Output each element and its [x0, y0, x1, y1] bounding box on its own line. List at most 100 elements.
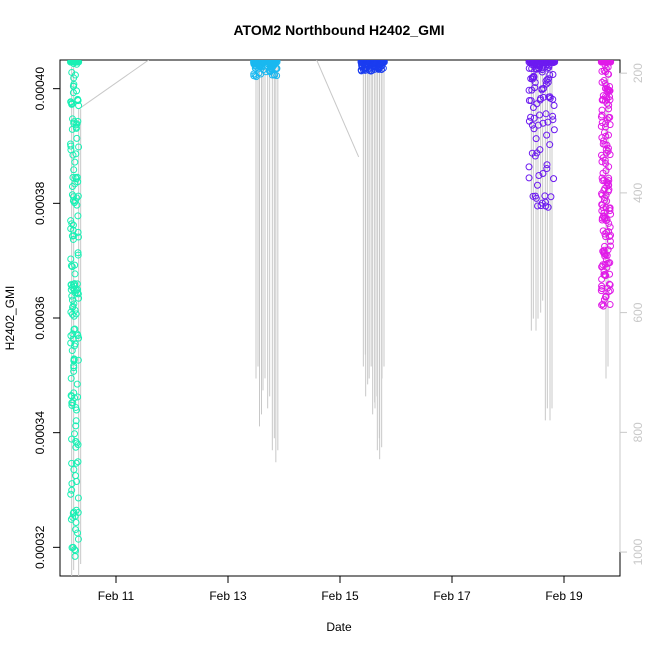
data-point	[606, 270, 614, 278]
data-point	[606, 223, 614, 231]
y-tick-label: 0.00040	[33, 67, 47, 111]
data-point	[69, 302, 77, 310]
data-point	[600, 209, 608, 217]
secondary-y-tick-label: 1000	[631, 538, 645, 565]
data-point	[606, 259, 614, 267]
data-point	[532, 135, 540, 143]
data-point	[73, 134, 81, 142]
data-point	[72, 459, 80, 467]
depth-transit-line	[78, 60, 149, 110]
data-point	[598, 111, 606, 119]
data-point	[73, 439, 81, 447]
data-point	[549, 112, 557, 120]
data-point	[536, 96, 544, 104]
data-point	[604, 181, 612, 189]
data-point	[69, 226, 77, 234]
data-point	[542, 198, 550, 206]
data-point	[602, 146, 610, 154]
data-point	[598, 262, 606, 270]
secondary-y-tick-label: 800	[631, 422, 645, 442]
data-point	[539, 119, 547, 127]
secondary-y-tick-label: 600	[631, 302, 645, 322]
data-point	[70, 166, 78, 174]
data-point	[74, 95, 82, 103]
y-tick-label: 0.00038	[33, 181, 47, 225]
data-point	[527, 113, 535, 121]
y-tick-label: 0.00032	[33, 525, 47, 569]
data-point	[262, 68, 270, 76]
data-point	[603, 251, 611, 259]
data-point	[252, 71, 260, 79]
data-point	[72, 150, 80, 158]
data-point	[74, 290, 82, 298]
data-point	[544, 118, 552, 126]
x-tick-label: Feb 17	[433, 589, 471, 603]
data-point	[68, 347, 76, 355]
data-point	[599, 169, 607, 177]
x-axis: Feb 11 Feb 13 Feb 15 Feb 17 Feb 19	[98, 576, 583, 603]
data-point	[546, 93, 554, 101]
data-point	[67, 255, 75, 263]
data-point	[607, 242, 615, 250]
data-point	[530, 125, 538, 133]
data-point	[375, 65, 383, 73]
data-point	[599, 302, 607, 310]
data-point	[71, 325, 79, 333]
data-point	[74, 286, 82, 294]
data-point	[598, 201, 606, 209]
data-point	[528, 86, 536, 94]
secondary-y-tick-label: 200	[631, 63, 645, 83]
data-point	[546, 141, 554, 149]
data-point	[75, 294, 83, 302]
data-point	[535, 171, 543, 179]
depth-transit-line	[316, 60, 360, 158]
data-point	[598, 301, 606, 309]
data-point	[71, 180, 79, 188]
data-point	[74, 458, 82, 466]
data-point	[71, 158, 79, 166]
data-point	[547, 193, 555, 201]
data-point	[70, 74, 78, 82]
data-point	[74, 249, 82, 257]
data-point	[72, 310, 80, 318]
data-point	[533, 181, 541, 189]
data-point	[525, 86, 533, 94]
data-point	[68, 100, 76, 108]
data-point	[71, 552, 79, 560]
data-point	[69, 174, 77, 182]
data-point	[598, 282, 606, 290]
data-point	[67, 217, 75, 225]
data-point	[543, 165, 551, 173]
data-point	[539, 170, 547, 178]
data-point	[73, 87, 81, 95]
data-point	[598, 96, 606, 104]
data-point	[71, 547, 79, 555]
data-point	[69, 193, 77, 201]
data-points-layer	[67, 60, 615, 560]
data-point	[67, 140, 75, 148]
data-point	[72, 173, 80, 181]
data-point	[73, 406, 81, 414]
data-point	[549, 71, 557, 79]
data-point	[550, 101, 558, 109]
data-point	[604, 147, 612, 155]
data-point	[606, 237, 614, 245]
data-point	[598, 158, 606, 166]
data-point	[530, 114, 538, 122]
data-point	[67, 332, 75, 340]
data-point	[68, 401, 76, 409]
data-point	[75, 60, 83, 66]
data-point	[543, 131, 551, 139]
data-point	[602, 272, 610, 280]
data-point	[601, 97, 609, 105]
data-point	[602, 68, 610, 76]
data-point	[266, 68, 274, 76]
data-point	[534, 202, 542, 210]
data-point	[70, 119, 78, 127]
data-point	[67, 490, 75, 498]
y-axis: 0.00032 0.00034 0.00036 0.00038 0.00040	[33, 67, 60, 569]
y-tick-label: 0.00034	[33, 411, 47, 455]
data-point	[605, 174, 613, 182]
data-point	[605, 105, 613, 113]
